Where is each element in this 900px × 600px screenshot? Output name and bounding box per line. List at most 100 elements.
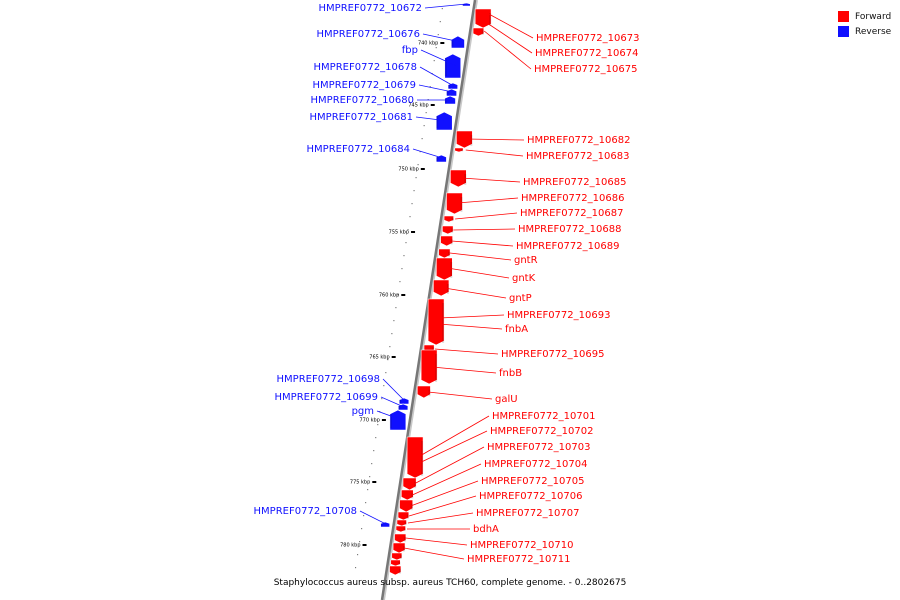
gene-shading: [451, 217, 454, 222]
reverse-gene-label: HMPREF0772_10672: [319, 3, 422, 14]
reverse-leader-line: [382, 378, 406, 402]
gene-shading: [489, 13, 492, 26]
gene-shading: [421, 441, 424, 476]
reverse-gene: [462, 2, 471, 7]
reverse-gene-label: HMPREF0772_10680: [311, 95, 414, 106]
forward-gene: [390, 559, 401, 567]
minor-dot: [365, 502, 367, 504]
tick-label: 750 kbp: [398, 167, 418, 173]
minor-dot: [407, 229, 409, 231]
reverse-leader-line: [419, 66, 454, 87]
forward-gene-label: HMPREF0772_10703: [487, 442, 590, 453]
minor-dot: [391, 333, 393, 335]
gene-shading: [442, 303, 445, 343]
gene-shading: [380, 523, 383, 527]
forward-gene: [454, 147, 464, 153]
minor-dot: [437, 34, 439, 36]
gene-shading: [432, 347, 435, 351]
gene-shading: [451, 228, 454, 233]
gene-shading: [404, 521, 407, 526]
minor-dot: [373, 450, 375, 452]
gene-shading: [450, 262, 453, 278]
forward-gene-label: HMPREF0772_10687: [520, 208, 623, 219]
forward-gene-label: gntK: [512, 273, 536, 284]
reverse-leader-line: [359, 510, 386, 525]
forward-leader-line: [467, 138, 525, 141]
reverse-gene-label: HMPREF0772_10698: [277, 374, 380, 385]
forward-leader-line: [412, 463, 482, 496]
reverse-leader-line: [424, 3, 467, 9]
forward-leader-line: [444, 287, 507, 299]
forward-leader-line: [407, 512, 474, 524]
gene-shading: [470, 135, 473, 146]
forward-gene-label: gntR: [514, 255, 538, 266]
forward-gene-label: HMPREF0772_10693: [507, 310, 610, 321]
minor-dot: [421, 138, 423, 140]
tick-mark: [411, 231, 416, 233]
minor-dot: [389, 346, 391, 348]
legend-forward: Forward: [838, 9, 898, 24]
reverse-leader-line: [422, 33, 461, 43]
forward-gene: [450, 169, 467, 188]
forward-gene: [416, 385, 431, 399]
scale-ticks: 740 kbp 745 kbp 750 kbp 755 kbp 760 kbp 765 k…: [340, 41, 445, 549]
forward-leader-line: [453, 228, 516, 231]
gene-shading: [398, 561, 401, 566]
tick-mark: [372, 481, 377, 483]
minor-dot: [375, 437, 377, 439]
tick-mark: [420, 168, 425, 170]
forward-leader-line: [451, 240, 514, 247]
reverse-gene: [380, 521, 391, 528]
forward-gene: [446, 192, 463, 215]
forward-leader-line: [428, 391, 493, 400]
gene-shading: [450, 239, 453, 245]
minor-dot: [395, 307, 397, 309]
forward-leader-line: [417, 415, 490, 458]
reverse-gene: [435, 111, 453, 131]
minor-dot: [429, 86, 431, 88]
gene-shading: [436, 157, 439, 161]
forward-gene: [397, 511, 410, 521]
forward-gene: [394, 533, 407, 544]
reverse-leader-line: [418, 84, 453, 93]
forward-leader-line: [439, 314, 505, 319]
minor-dot: [423, 125, 425, 127]
gene-shading: [403, 527, 406, 532]
reverse-gene-label: HMPREF0772_10681: [310, 112, 413, 123]
minor-dot: [425, 112, 427, 114]
minor-dot: [417, 164, 419, 166]
minor-dot: [401, 268, 403, 270]
minor-dot: [441, 8, 443, 10]
forward-leader-line: [432, 366, 497, 374]
minor-dot: [377, 424, 379, 426]
gene-shading: [399, 399, 402, 404]
forward-gene: [391, 552, 403, 561]
forward-leader-line: [413, 446, 485, 485]
reverse-gene-label: HMPREF0772_10676: [317, 29, 420, 40]
minor-dot: [369, 476, 371, 478]
minor-dot: [403, 255, 405, 257]
reverse-leader-line: [376, 410, 403, 421]
forward-swatch: [838, 11, 849, 22]
minor-dot: [383, 385, 385, 387]
minor-dot: [359, 541, 361, 543]
forward-gene: [402, 477, 417, 491]
tick-label: 755 kbp: [389, 230, 409, 236]
forward-gene-label: HMPREF0772_10695: [501, 349, 604, 360]
forward-gene: [456, 130, 473, 149]
gene-shading: [414, 481, 417, 489]
forward-leader-line: [483, 30, 532, 70]
tick-mark: [440, 42, 445, 44]
minor-dot: [433, 60, 435, 62]
gene-shading: [410, 503, 413, 511]
forward-leader-line: [405, 537, 468, 546]
reverse-swatch: [838, 26, 849, 37]
forward-gene-label: gntP: [509, 293, 532, 304]
minor-dot: [387, 359, 389, 361]
forward-gene-label: bdhA: [473, 524, 499, 535]
forward-gene: [438, 248, 451, 259]
minor-dot: [363, 515, 365, 517]
forward-leader-line: [457, 197, 519, 204]
tick-label: 740 kbp: [418, 41, 438, 47]
